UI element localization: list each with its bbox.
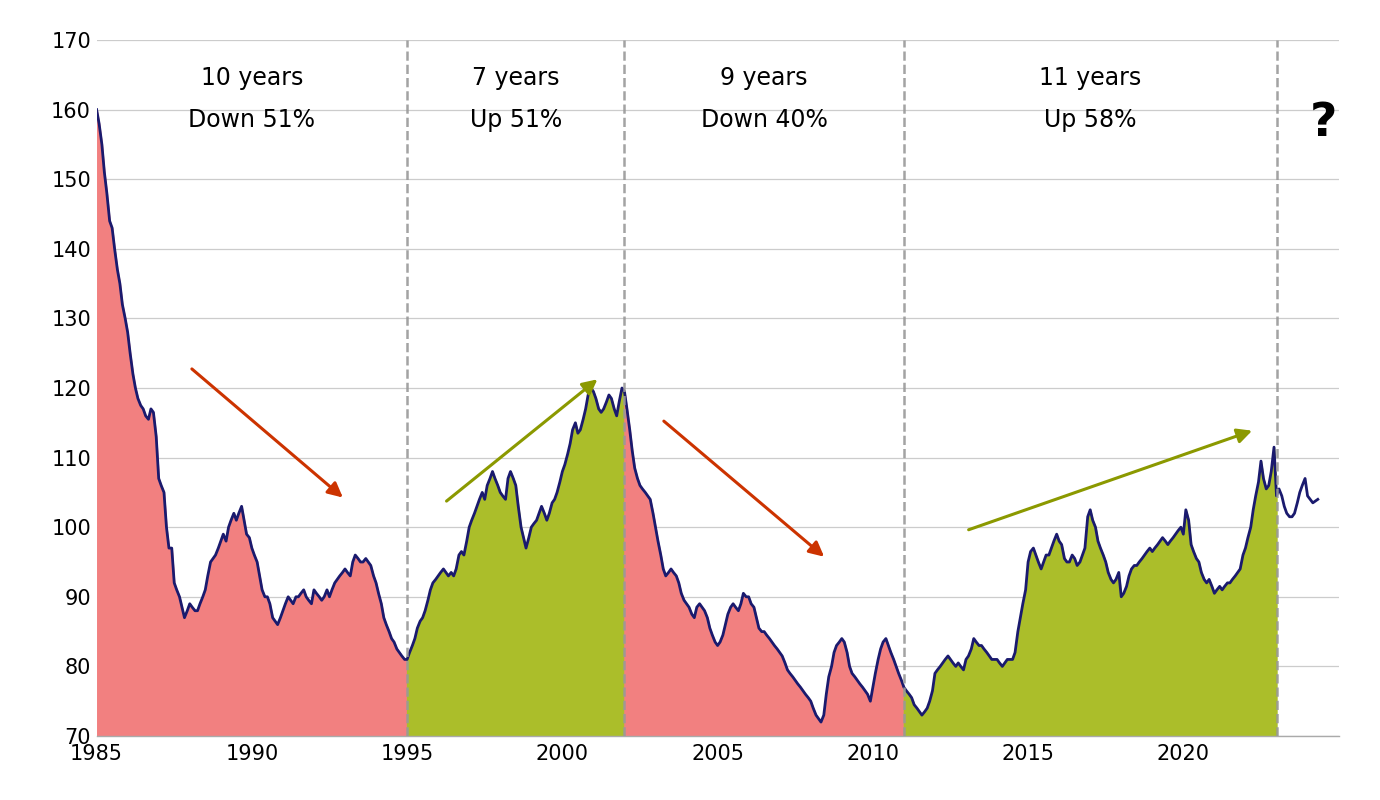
Text: Down 51%: Down 51% [188, 108, 316, 132]
Text: 11 years: 11 years [1039, 66, 1141, 90]
Text: ?: ? [1310, 101, 1337, 146]
Text: 7 years: 7 years [472, 66, 559, 90]
Text: Down 40%: Down 40% [701, 108, 828, 132]
Text: Up 51%: Up 51% [469, 108, 562, 132]
Text: 9 years: 9 years [720, 66, 807, 90]
Text: Up 58%: Up 58% [1043, 108, 1137, 132]
Text: 10 years: 10 years [200, 66, 304, 90]
